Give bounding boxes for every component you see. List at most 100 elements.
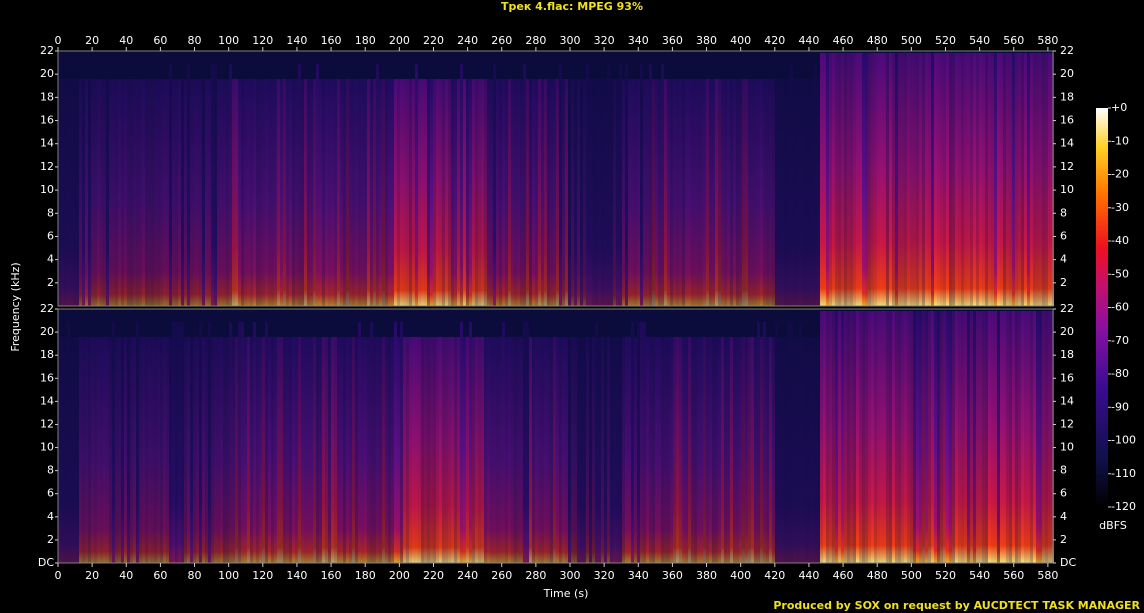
spectrum-column — [487, 336, 490, 563]
spectrum-column — [880, 53, 883, 306]
spectrum-column — [976, 53, 979, 306]
spectrum-column — [460, 64, 463, 306]
spectrum-column — [328, 79, 331, 306]
spectrum-column — [652, 79, 655, 306]
spectrum-column — [406, 336, 409, 563]
spectrum-column — [175, 321, 178, 563]
spectrum-column — [295, 79, 298, 306]
y-tick-label: 14 — [40, 394, 54, 407]
spectrum-column — [367, 79, 370, 306]
spectrum-column — [1012, 311, 1015, 563]
spectrum-column — [415, 64, 418, 306]
y-axis-label: Frequency (kHz) — [9, 262, 22, 351]
spectrum-column — [700, 336, 703, 563]
spectrum-column — [766, 79, 769, 306]
spectrum-column — [73, 336, 76, 563]
spectrum-column — [958, 53, 961, 306]
x-tick-label: 580 — [1037, 569, 1058, 582]
spectrum-column — [271, 336, 274, 563]
spectrum-column — [535, 336, 538, 563]
x-tick-label: 480 — [867, 569, 888, 582]
spectrum-column — [760, 79, 763, 306]
spectrum-column — [193, 336, 196, 563]
spectrum-column — [124, 336, 127, 563]
spectrum-column — [973, 311, 976, 563]
x-tick-label: 540 — [969, 569, 990, 582]
spectrum-column — [832, 53, 835, 306]
spectrum-column — [943, 53, 946, 306]
spectrum-column — [700, 79, 703, 306]
spectrum-column — [250, 336, 253, 563]
spectrum-column — [793, 336, 796, 563]
spectrum-column — [1033, 53, 1036, 306]
spectrum-column — [124, 79, 127, 306]
spectrum-column — [133, 79, 136, 306]
spectrum-column — [232, 336, 235, 563]
spectrum-column — [643, 79, 646, 306]
spectrum-column — [544, 79, 547, 306]
spectrum-column — [970, 311, 973, 563]
spectrum-column — [955, 53, 958, 306]
spectrum-column — [883, 53, 886, 306]
spectrum-column — [313, 336, 316, 563]
y-tick-label-right: 10 — [1060, 441, 1074, 454]
spectrum-column — [745, 79, 748, 306]
spectrum-column — [613, 336, 616, 563]
spectrum-column — [67, 321, 70, 563]
spectrum-column — [331, 336, 334, 563]
spectrum-column — [763, 321, 766, 563]
y-tick-label: 14 — [40, 137, 54, 150]
spectrum-column — [265, 321, 268, 563]
spectrum-column — [394, 321, 397, 563]
spectrum-column — [1033, 311, 1036, 563]
spectrum-column — [601, 336, 604, 563]
spectrum-column — [613, 79, 616, 306]
spectrum-column — [901, 311, 904, 563]
spectrum-column — [280, 79, 283, 306]
spectrum-column — [697, 336, 700, 563]
spectrum-column — [151, 79, 154, 306]
spectrum-column — [184, 79, 187, 306]
x-tick-label: 200 — [389, 569, 410, 582]
spectrum-column — [322, 79, 325, 306]
spectrum-column — [898, 311, 901, 563]
spectrum-column — [682, 336, 685, 563]
colorbar-tick-label: +0 — [1111, 101, 1127, 114]
x-tick-label: 520 — [935, 569, 956, 582]
spectrum-column — [784, 79, 787, 306]
y-tick-label-right: 12 — [1060, 417, 1074, 430]
colorbar-tick-label: -110 — [1111, 467, 1136, 480]
spectrum-column — [274, 79, 277, 306]
x-tick-label-top: 300 — [560, 34, 581, 47]
spectrum-column — [238, 321, 241, 563]
spectrum-column — [1042, 53, 1045, 306]
spectrum-column — [244, 336, 247, 563]
spectrum-column — [136, 321, 139, 563]
x-tick-label: 420 — [764, 569, 785, 582]
spectrum-column — [523, 321, 526, 563]
spectrum-column — [109, 79, 112, 306]
spectrum-column — [946, 53, 949, 306]
spectrum-column — [865, 311, 868, 563]
x-tick-label-top: 420 — [764, 34, 785, 47]
x-tick-label-top: 280 — [525, 34, 546, 47]
spectrum-column — [838, 53, 841, 306]
spectrum-column — [1027, 53, 1030, 306]
spectrum-column — [631, 321, 634, 563]
y-tick-label-right: 22 — [1060, 302, 1074, 315]
spectrum-column — [922, 53, 925, 306]
colorbar-tick-label: -80 — [1111, 367, 1129, 380]
spectrum-column — [997, 311, 1000, 563]
spectrum-column — [157, 79, 160, 306]
x-tick-label-top: 320 — [594, 34, 615, 47]
spectrum-column — [874, 53, 877, 306]
spectrum-column — [751, 79, 754, 306]
spectrum-column — [79, 336, 82, 563]
spectrum-column — [856, 311, 859, 563]
spectrum-column — [475, 79, 478, 306]
spectrum-column — [415, 336, 418, 563]
spectrum-column — [586, 336, 589, 563]
spectrum-column — [823, 53, 826, 306]
x-tick-label: 460 — [833, 569, 854, 582]
spectrum-column — [508, 336, 511, 563]
